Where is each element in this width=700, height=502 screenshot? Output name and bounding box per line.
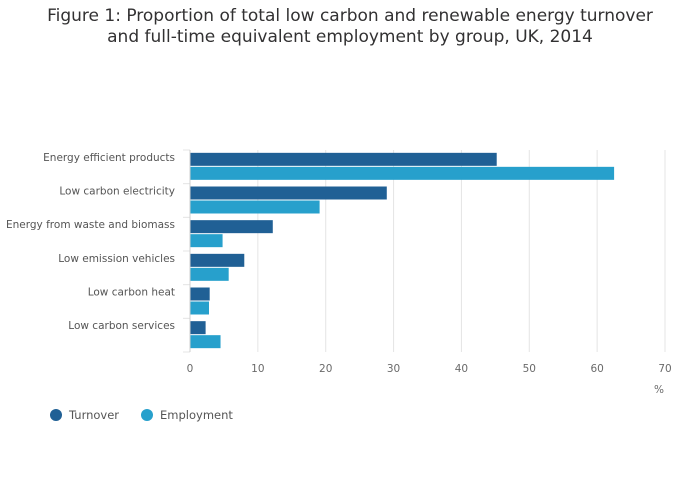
legend-marker-turnover-icon xyxy=(50,409,62,421)
bar-employment-4 xyxy=(190,301,209,315)
y-category-label: Energy from waste and biomass xyxy=(6,219,175,231)
x-tick-label-0: 0 xyxy=(187,363,194,375)
chart-title-line-2: and full-time equivalent employment by g… xyxy=(107,27,593,47)
legend-label-turnover: Turnover xyxy=(69,408,120,422)
legend: Turnover Employment xyxy=(50,408,233,422)
y-category-label: Energy efficient products xyxy=(43,152,175,164)
y-category-label: Low emission vehicles xyxy=(58,253,175,265)
bar-employment-5 xyxy=(190,335,221,349)
y-category-label: Low carbon heat xyxy=(88,287,175,299)
bar-turnover-0 xyxy=(190,152,497,166)
bar-turnover-5 xyxy=(190,321,206,335)
chart-title-line-1: Figure 1: Proportion of total low carbon… xyxy=(47,6,653,26)
x-tick-label-30: 30 xyxy=(387,363,400,375)
bar-employment-3 xyxy=(190,267,229,281)
bar-employment-2 xyxy=(190,234,223,248)
legend-item-employment[interactable]: Employment xyxy=(141,408,233,422)
bar-turnover-4 xyxy=(190,287,210,301)
y-category-label: Low carbon electricity xyxy=(59,186,175,198)
legend-label-employment: Employment xyxy=(160,408,233,422)
chart-title: Figure 1: Proportion of total low carbon… xyxy=(0,6,700,48)
bar-turnover-1 xyxy=(190,186,387,200)
legend-item-turnover[interactable]: Turnover xyxy=(50,408,119,422)
bar-turnover-3 xyxy=(190,253,245,267)
legend-marker-employment-icon xyxy=(141,409,154,421)
x-tick-label-50: 50 xyxy=(523,363,536,375)
x-tick-label-60: 60 xyxy=(590,363,603,375)
x-tick-label-10: 10 xyxy=(251,363,264,375)
x-tick-label-20: 20 xyxy=(319,363,332,375)
x-tick-label-40: 40 xyxy=(455,363,468,375)
x-tick-label-70: 70 xyxy=(658,363,671,375)
bar-employment-0 xyxy=(190,166,615,180)
bar-employment-1 xyxy=(190,200,320,214)
bar-turnover-2 xyxy=(190,220,273,234)
y-category-label: Low carbon services xyxy=(68,320,175,332)
x-axis-label: % xyxy=(654,384,664,396)
